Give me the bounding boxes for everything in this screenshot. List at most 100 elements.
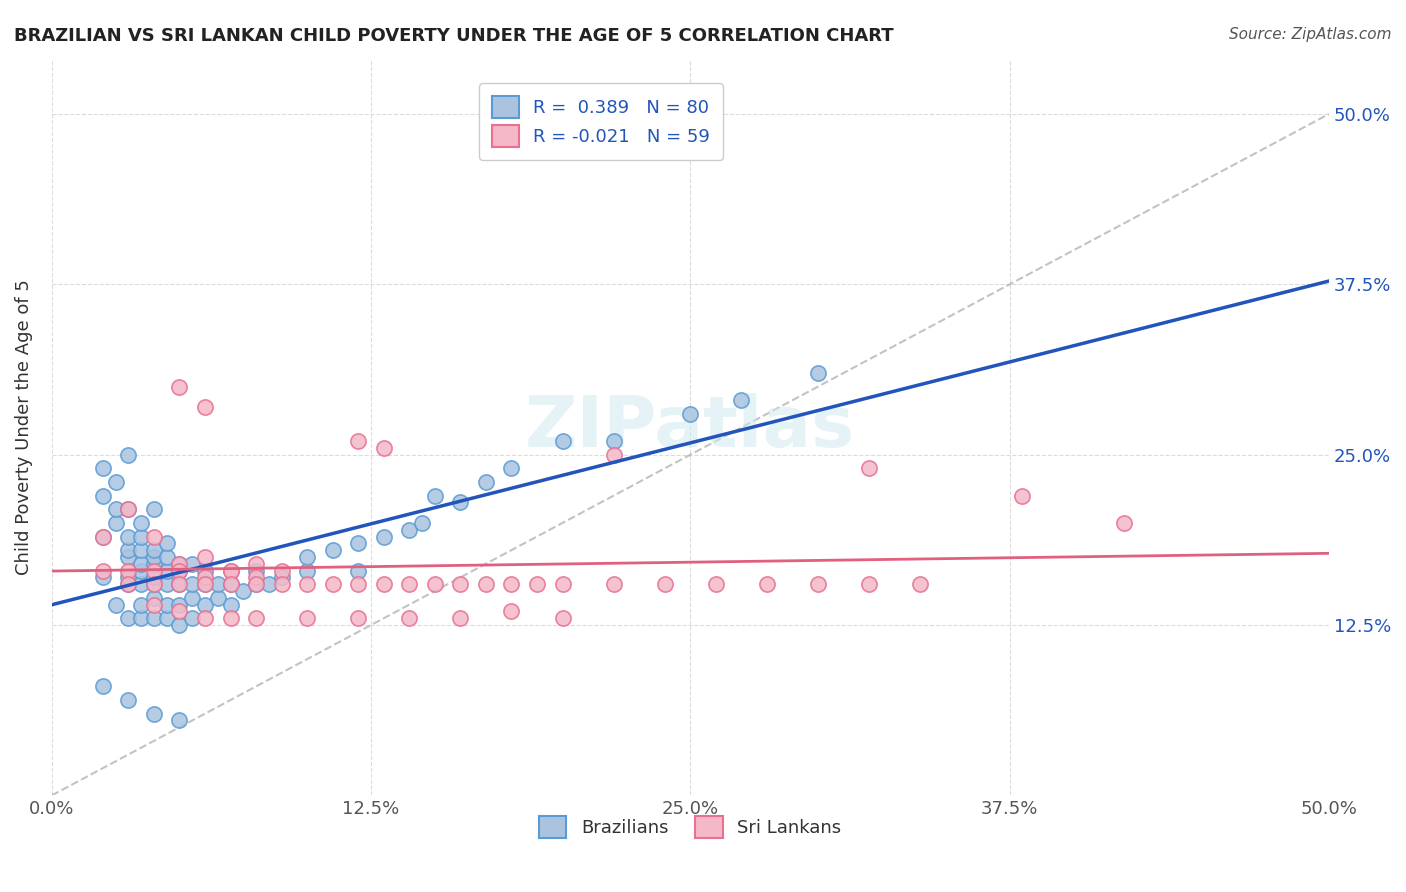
Point xyxy=(704,577,727,591)
Point xyxy=(91,461,114,475)
Point xyxy=(104,475,127,489)
Point xyxy=(169,379,191,393)
Point xyxy=(142,564,165,578)
Point xyxy=(501,604,523,618)
Point xyxy=(398,611,420,625)
Point xyxy=(117,543,139,558)
Legend: Brazilians, Sri Lankans: Brazilians, Sri Lankans xyxy=(531,809,848,846)
Point xyxy=(449,611,471,625)
Point xyxy=(501,461,523,475)
Point xyxy=(270,564,292,578)
Point xyxy=(295,611,318,625)
Point xyxy=(423,489,446,503)
Point xyxy=(129,529,152,543)
Point xyxy=(129,516,152,530)
Point xyxy=(219,564,242,578)
Point xyxy=(807,577,830,591)
Point xyxy=(730,393,752,408)
Point xyxy=(679,407,702,421)
Point xyxy=(347,434,370,449)
Point xyxy=(156,536,179,550)
Point xyxy=(194,577,217,591)
Y-axis label: Child Poverty Under the Age of 5: Child Poverty Under the Age of 5 xyxy=(15,279,32,575)
Point xyxy=(219,577,242,591)
Point xyxy=(117,577,139,591)
Point xyxy=(156,611,179,625)
Point xyxy=(295,549,318,564)
Point xyxy=(91,679,114,693)
Point xyxy=(423,577,446,591)
Point xyxy=(295,577,318,591)
Point xyxy=(169,557,191,571)
Point xyxy=(322,577,344,591)
Point xyxy=(373,529,395,543)
Point xyxy=(347,536,370,550)
Point xyxy=(194,564,217,578)
Point xyxy=(755,577,778,591)
Point xyxy=(91,529,114,543)
Point xyxy=(449,577,471,591)
Point xyxy=(142,577,165,591)
Point xyxy=(908,577,931,591)
Point xyxy=(117,502,139,516)
Point xyxy=(142,529,165,543)
Point xyxy=(257,577,280,591)
Point xyxy=(373,577,395,591)
Point xyxy=(117,577,139,591)
Point xyxy=(194,577,217,591)
Point xyxy=(501,577,523,591)
Point xyxy=(142,543,165,558)
Point xyxy=(104,598,127,612)
Point xyxy=(245,577,267,591)
Point xyxy=(245,557,267,571)
Point xyxy=(194,400,217,414)
Point xyxy=(270,570,292,584)
Point xyxy=(117,549,139,564)
Point xyxy=(169,577,191,591)
Point xyxy=(551,611,574,625)
Point xyxy=(91,564,114,578)
Point xyxy=(858,577,880,591)
Point xyxy=(117,693,139,707)
Point xyxy=(156,549,179,564)
Point xyxy=(129,543,152,558)
Point xyxy=(142,570,165,584)
Point xyxy=(129,611,152,625)
Point xyxy=(169,714,191,728)
Point xyxy=(347,577,370,591)
Point xyxy=(129,577,152,591)
Point xyxy=(245,570,267,584)
Point xyxy=(194,570,217,584)
Point xyxy=(219,598,242,612)
Point xyxy=(373,441,395,455)
Point xyxy=(411,516,433,530)
Point xyxy=(117,529,139,543)
Point xyxy=(398,523,420,537)
Point xyxy=(207,591,229,605)
Point xyxy=(142,706,165,721)
Point xyxy=(117,564,139,578)
Point xyxy=(169,557,191,571)
Point xyxy=(104,502,127,516)
Point xyxy=(219,564,242,578)
Point xyxy=(232,584,254,599)
Point xyxy=(169,577,191,591)
Point xyxy=(142,549,165,564)
Point xyxy=(169,618,191,632)
Text: BRAZILIAN VS SRI LANKAN CHILD POVERTY UNDER THE AGE OF 5 CORRELATION CHART: BRAZILIAN VS SRI LANKAN CHILD POVERTY UN… xyxy=(14,27,894,45)
Point xyxy=(156,577,179,591)
Point xyxy=(181,557,204,571)
Point xyxy=(322,543,344,558)
Point xyxy=(181,611,204,625)
Text: ZIPatlas: ZIPatlas xyxy=(526,393,855,462)
Text: Source: ZipAtlas.com: Source: ZipAtlas.com xyxy=(1229,27,1392,42)
Point xyxy=(142,591,165,605)
Point xyxy=(194,611,217,625)
Point xyxy=(245,577,267,591)
Point xyxy=(654,577,676,591)
Point xyxy=(169,598,191,612)
Point xyxy=(156,564,179,578)
Point xyxy=(475,475,498,489)
Point xyxy=(142,611,165,625)
Point xyxy=(270,577,292,591)
